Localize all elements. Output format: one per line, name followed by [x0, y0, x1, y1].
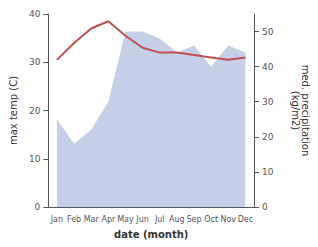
svg-text:Aug: Aug	[169, 215, 185, 224]
svg-text:Sep: Sep	[186, 215, 201, 224]
svg-text:Feb: Feb	[67, 215, 81, 224]
svg-text:med. precipitation: med. precipitation	[299, 64, 311, 157]
svg-text:10: 10	[29, 154, 41, 164]
svg-text:20: 20	[29, 106, 41, 116]
svg-text:Dec: Dec	[238, 215, 253, 224]
svg-text:Jan: Jan	[50, 215, 63, 224]
svg-text:Jul: Jul	[154, 215, 165, 224]
svg-text:May: May	[117, 215, 134, 224]
svg-text:0: 0	[262, 202, 268, 212]
svg-text:date (month): date (month)	[114, 229, 188, 240]
svg-text:10: 10	[262, 167, 274, 177]
svg-text:30: 30	[29, 57, 41, 67]
svg-text:Mar: Mar	[84, 215, 100, 224]
svg-text:40: 40	[262, 62, 274, 72]
svg-text:20: 20	[262, 132, 274, 142]
svg-text:0: 0	[35, 202, 41, 212]
svg-text:Nov: Nov	[220, 215, 236, 224]
svg-text:Apr: Apr	[101, 215, 116, 224]
svg-text:30: 30	[262, 97, 274, 107]
svg-text:40: 40	[29, 9, 41, 19]
svg-text:Jun: Jun	[135, 215, 149, 224]
svg-text:(kg/m2): (kg/m2)	[290, 91, 301, 131]
svg-text:Oct: Oct	[204, 215, 218, 224]
svg-text:max temp (C): max temp (C)	[8, 76, 19, 145]
svg-text:50: 50	[262, 27, 274, 37]
